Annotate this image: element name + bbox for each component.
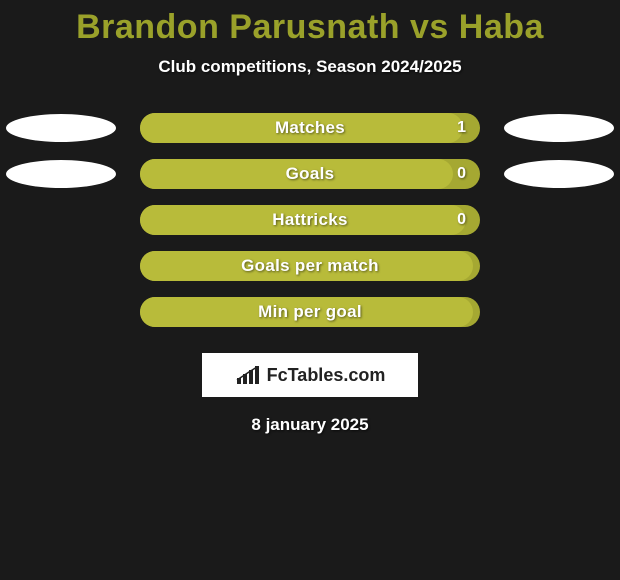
player2-name: Haba (459, 8, 544, 46)
date-line: 8 january 2025 (0, 415, 620, 435)
player1-marker (6, 160, 116, 188)
page-root: Brandon Parusnath vs Haba Club competiti… (0, 0, 620, 580)
stat-label: Matches (140, 113, 480, 143)
stat-bar-track: Goals per match (140, 251, 480, 281)
stat-value: 0 (457, 159, 466, 189)
brand-logo-box: FcTables.com (202, 353, 418, 397)
stat-label: Goals per match (140, 251, 480, 281)
stat-label: Min per goal (140, 297, 480, 327)
stat-bar-track: Min per goal (140, 297, 480, 327)
stats-chart: Matches1Goals0Hattricks0Goals per matchM… (0, 105, 620, 335)
stat-row: Matches1 (0, 105, 620, 151)
player1-marker (6, 114, 116, 142)
subtitle: Club competitions, Season 2024/2025 (0, 57, 620, 77)
player2-marker (504, 160, 614, 188)
stat-value: 0 (457, 205, 466, 235)
page-title: Brandon Parusnath vs Haba (0, 0, 620, 47)
stat-bar-track: Matches1 (140, 113, 480, 143)
stat-label: Hattricks (140, 205, 480, 235)
brand-logo-text: FcTables.com (267, 365, 386, 386)
stat-row: Min per goal (0, 289, 620, 335)
stat-bar-track: Goals0 (140, 159, 480, 189)
stat-row: Goals0 (0, 151, 620, 197)
stat-bar-track: Hattricks0 (140, 205, 480, 235)
stat-row: Goals per match (0, 243, 620, 289)
bar-chart-icon (235, 364, 261, 386)
stat-row: Hattricks0 (0, 197, 620, 243)
player2-marker (504, 114, 614, 142)
stat-label: Goals (140, 159, 480, 189)
stat-value: 1 (457, 113, 466, 143)
player1-name: Brandon Parusnath (76, 8, 400, 46)
vs-separator: vs (410, 8, 449, 46)
